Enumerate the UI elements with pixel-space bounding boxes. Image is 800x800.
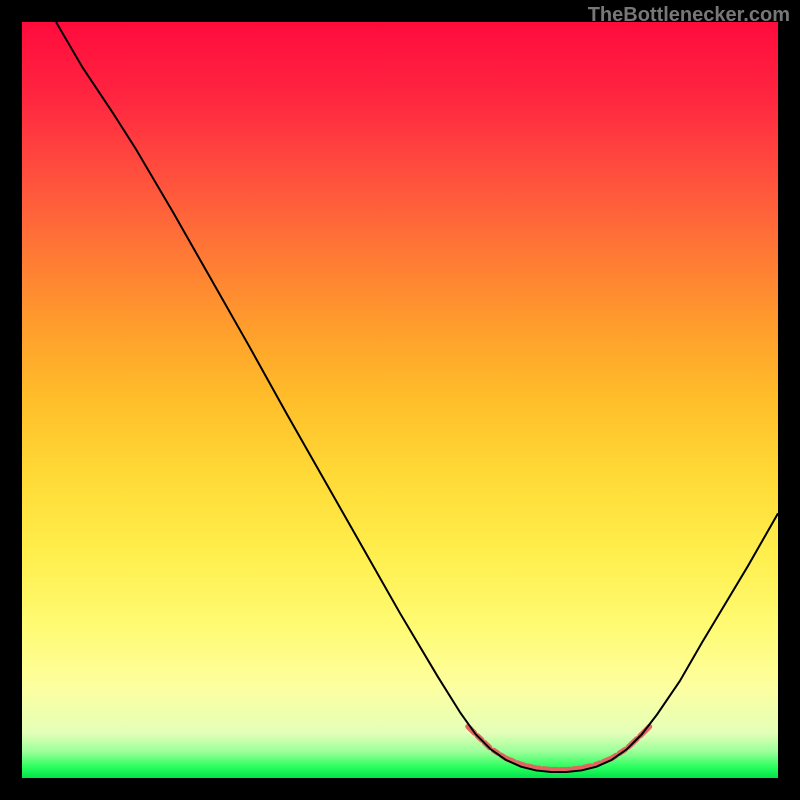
figure-root: TheBottlenecker.com xyxy=(0,0,800,800)
bottleneck-curve xyxy=(56,22,778,772)
curve-layer xyxy=(22,22,778,778)
valley-markers xyxy=(468,727,649,770)
plot-area xyxy=(22,22,778,778)
